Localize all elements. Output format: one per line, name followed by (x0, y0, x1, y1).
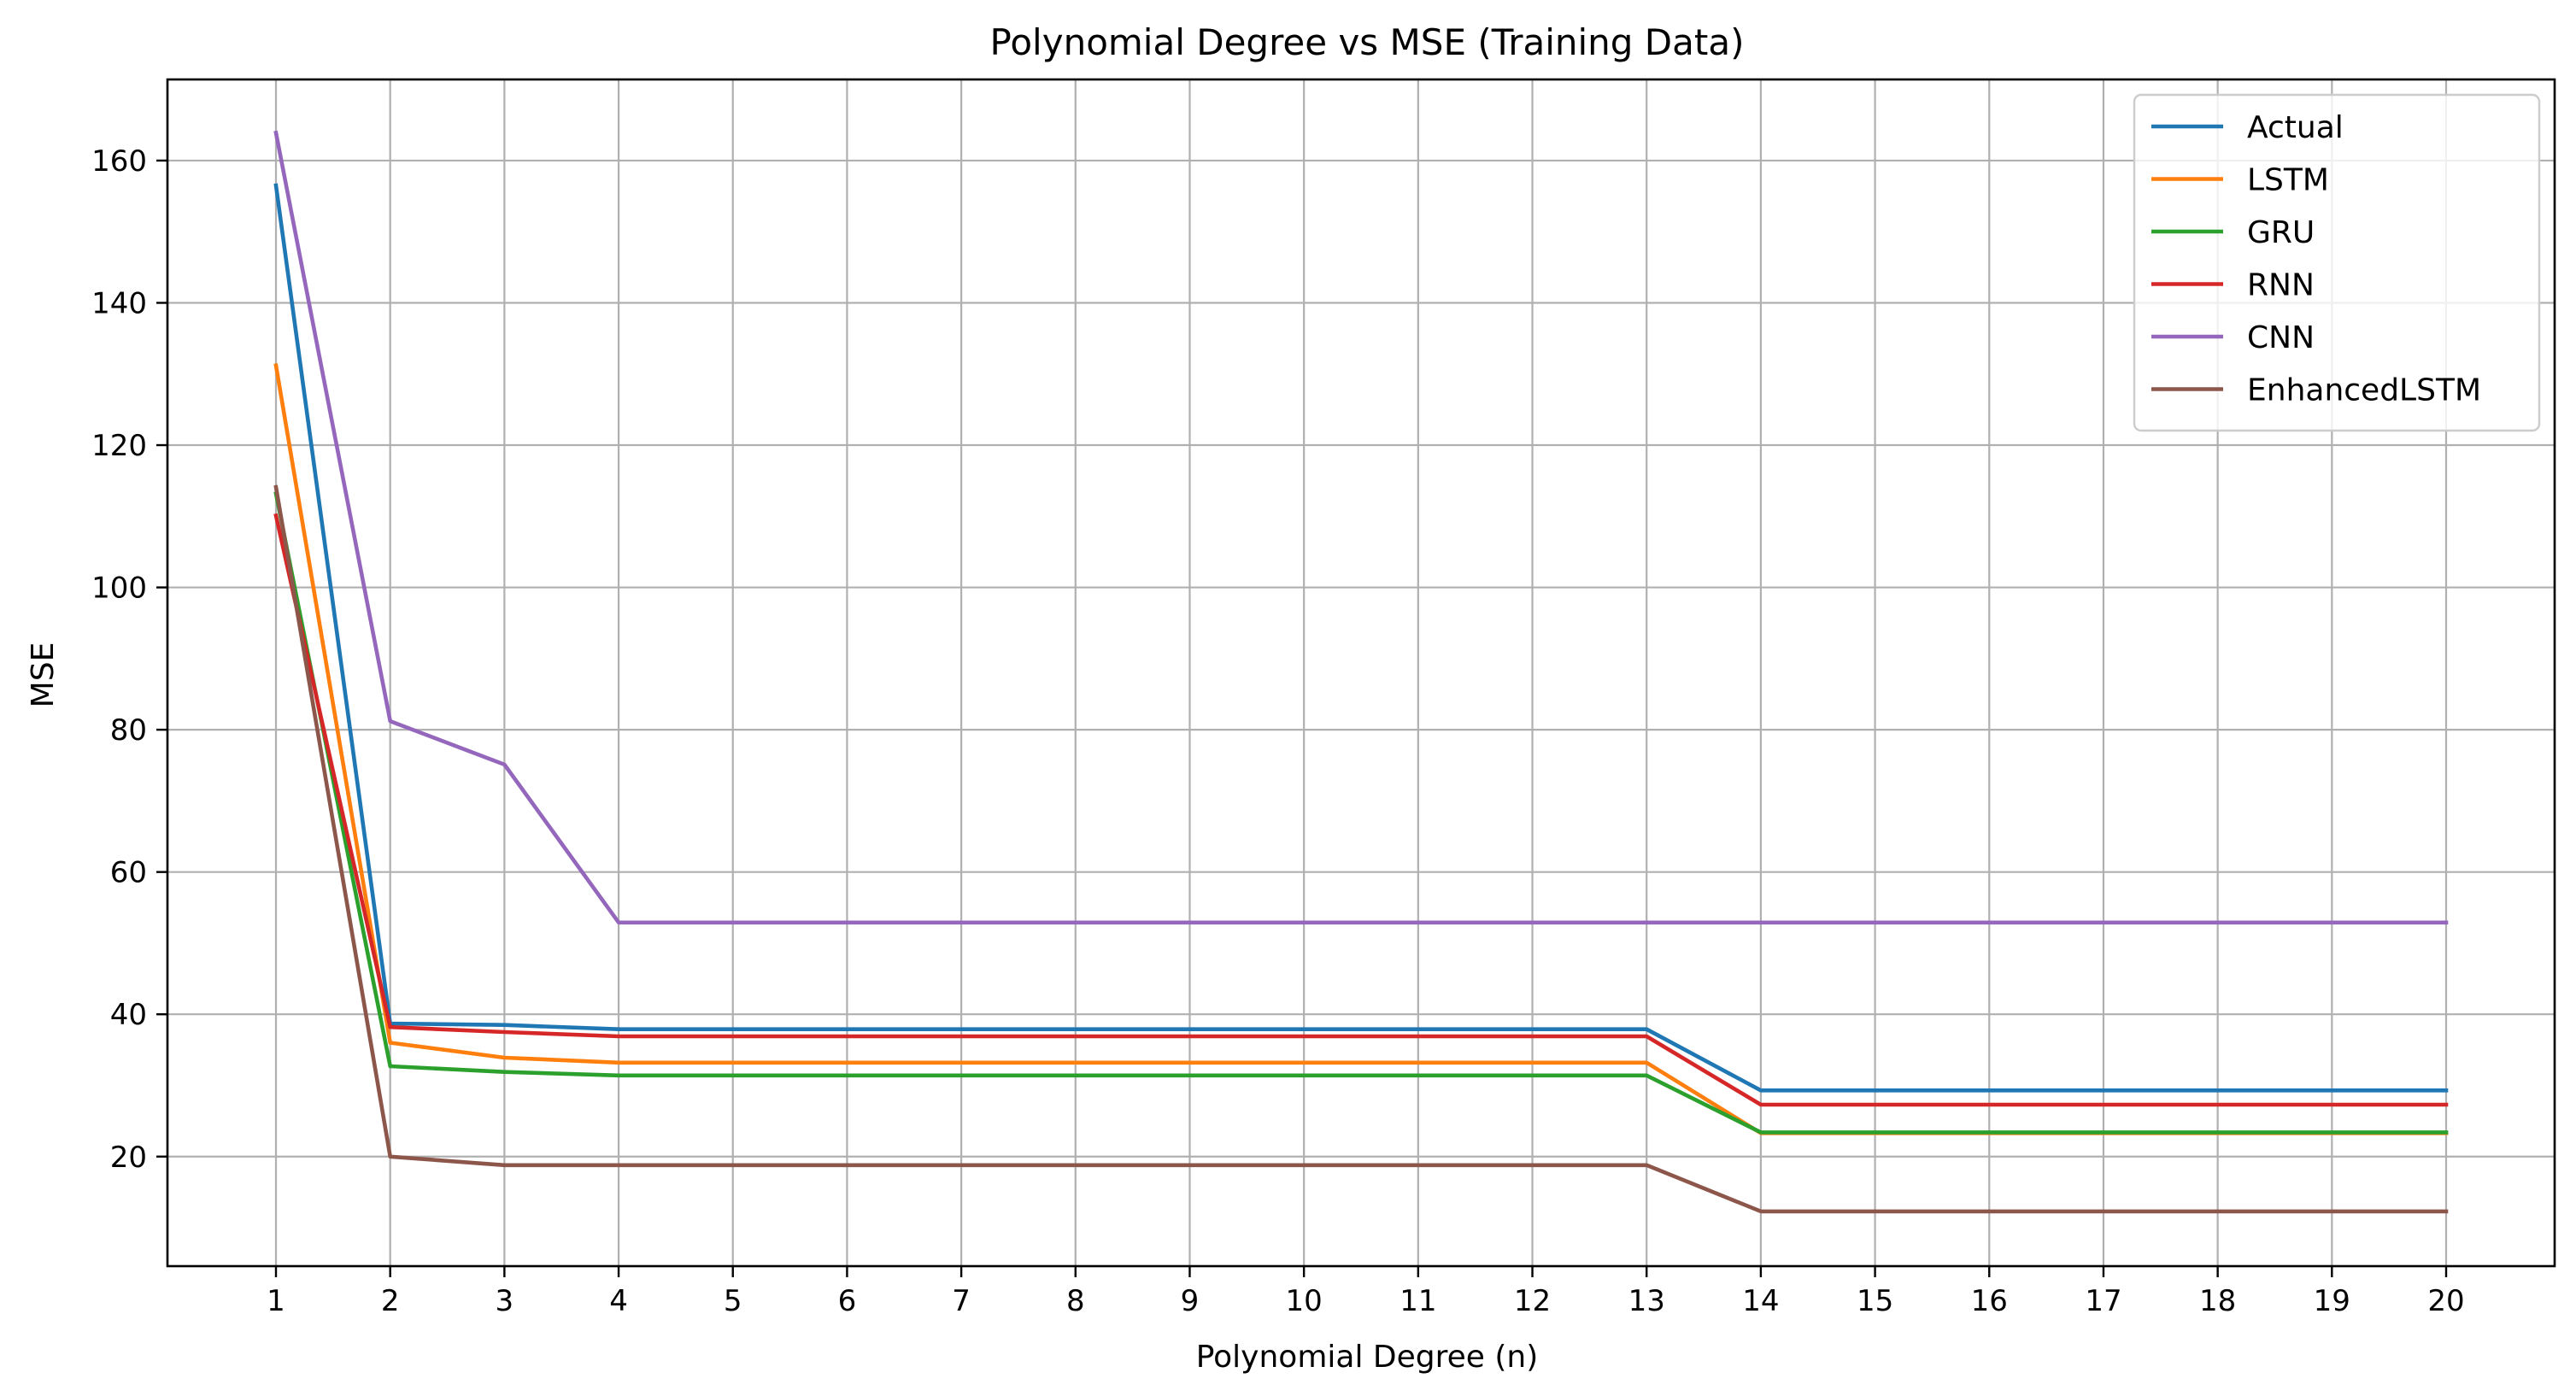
x-tick-label: 2 (381, 1284, 400, 1318)
legend-label: GRU (2247, 215, 2315, 250)
chart-legend: Actual LSTM GRU RNN CNN EnhancedLSTM (2133, 93, 2541, 432)
x-axis-label: Polynomial Degree (n) (1196, 1340, 1539, 1375)
x-tick-label: 9 (1181, 1284, 1200, 1318)
x-tick-label: 5 (724, 1284, 742, 1318)
y-tick-label: 80 (110, 713, 147, 748)
legend-label: LSTM (2247, 163, 2329, 198)
series-line-cnn (273, 130, 2449, 925)
x-tick-label: 14 (1742, 1284, 1779, 1318)
x-tick-label: 19 (2314, 1284, 2350, 1318)
x-tick-label: 13 (1628, 1284, 1665, 1318)
x-tick-label: 15 (1857, 1284, 1893, 1318)
y-axis-label: MSE (26, 642, 61, 708)
series-line-enhancedlstm (273, 484, 2449, 1214)
legend-label: EnhancedLSTM (2247, 373, 2481, 408)
y-tick-label: 160 (91, 144, 147, 179)
x-tick-label: 4 (609, 1284, 628, 1318)
legend-label: RNN (2247, 268, 2315, 303)
series-line-rnn (273, 513, 2449, 1107)
x-tick-label: 1 (267, 1284, 285, 1318)
y-tick-label: 120 (91, 429, 147, 463)
x-tick-label: 3 (496, 1284, 514, 1318)
x-tick-label: 17 (2085, 1284, 2121, 1318)
legend-label: Actual (2247, 110, 2344, 145)
legend-box (2133, 93, 2541, 432)
y-axis: 20 40 60 80 100 120 140 160 (91, 144, 167, 1175)
x-tick-label: 8 (1066, 1284, 1085, 1318)
series-line-gru (273, 490, 2449, 1135)
x-tick-label: 12 (1514, 1284, 1551, 1318)
x-tick-label: 10 (1286, 1284, 1323, 1318)
x-axis: 1 2 3 4 5 6 7 8 9 10 11 12 13 14 15 16 17 18 19 20 (267, 1266, 2465, 1318)
y-tick-label: 20 (110, 1141, 147, 1175)
y-tick-label: 140 (91, 286, 147, 320)
plot-frame (166, 78, 2556, 1268)
series-line-actual (273, 183, 2449, 1093)
y-tick-label: 40 (110, 998, 147, 1032)
x-tick-label: 16 (1971, 1284, 2008, 1318)
chart-title: Polynomial Degree vs MSE (Training Data) (990, 21, 1745, 63)
grid-lines (167, 79, 2555, 1266)
y-tick-label: 60 (110, 856, 147, 890)
plot-series (273, 130, 2449, 1214)
x-tick-label: 11 (1399, 1284, 1436, 1318)
x-tick-label: 7 (952, 1284, 971, 1318)
y-tick-label: 100 (91, 572, 147, 606)
x-tick-label: 6 (838, 1284, 857, 1318)
legend-label: CNN (2247, 320, 2315, 355)
x-tick-label: 20 (2427, 1284, 2464, 1318)
x-tick-label: 18 (2199, 1284, 2236, 1318)
